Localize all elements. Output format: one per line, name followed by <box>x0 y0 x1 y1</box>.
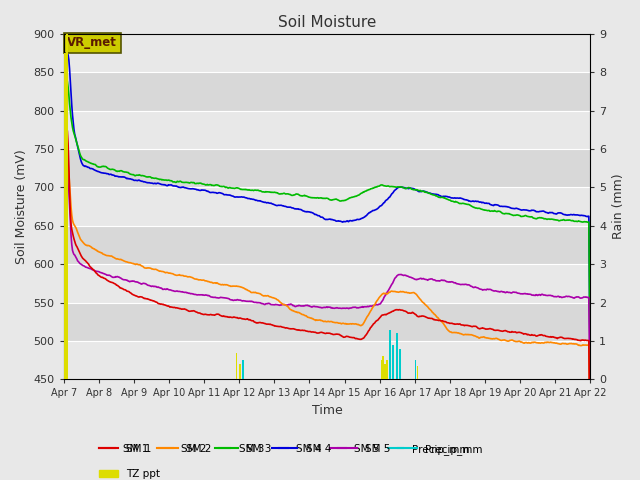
Bar <box>64 53 66 379</box>
Y-axis label: Soil Moisture (mV): Soil Moisture (mV) <box>15 149 28 264</box>
Bar <box>242 360 244 379</box>
Bar <box>64 341 590 379</box>
Bar <box>415 360 417 379</box>
Bar <box>64 226 590 264</box>
Bar <box>64 34 590 72</box>
X-axis label: Time: Time <box>312 404 342 417</box>
Bar <box>381 360 382 379</box>
Bar <box>64 188 590 226</box>
Bar <box>236 352 237 379</box>
Text: VR_met: VR_met <box>67 36 117 49</box>
Bar <box>239 364 241 379</box>
Y-axis label: Rain (mm): Rain (mm) <box>612 174 625 240</box>
Bar <box>417 366 419 379</box>
Bar <box>389 329 391 379</box>
Bar <box>392 345 394 379</box>
Bar <box>64 264 590 303</box>
Bar <box>64 303 590 341</box>
Bar <box>67 34 68 379</box>
Title: Soil Moisture: Soil Moisture <box>278 15 376 30</box>
Bar <box>384 364 386 379</box>
Bar <box>64 111 590 149</box>
Bar <box>396 333 398 379</box>
Bar <box>64 72 590 111</box>
Bar <box>382 356 384 379</box>
Bar <box>64 149 590 188</box>
Bar <box>399 348 401 379</box>
Bar <box>386 360 388 379</box>
